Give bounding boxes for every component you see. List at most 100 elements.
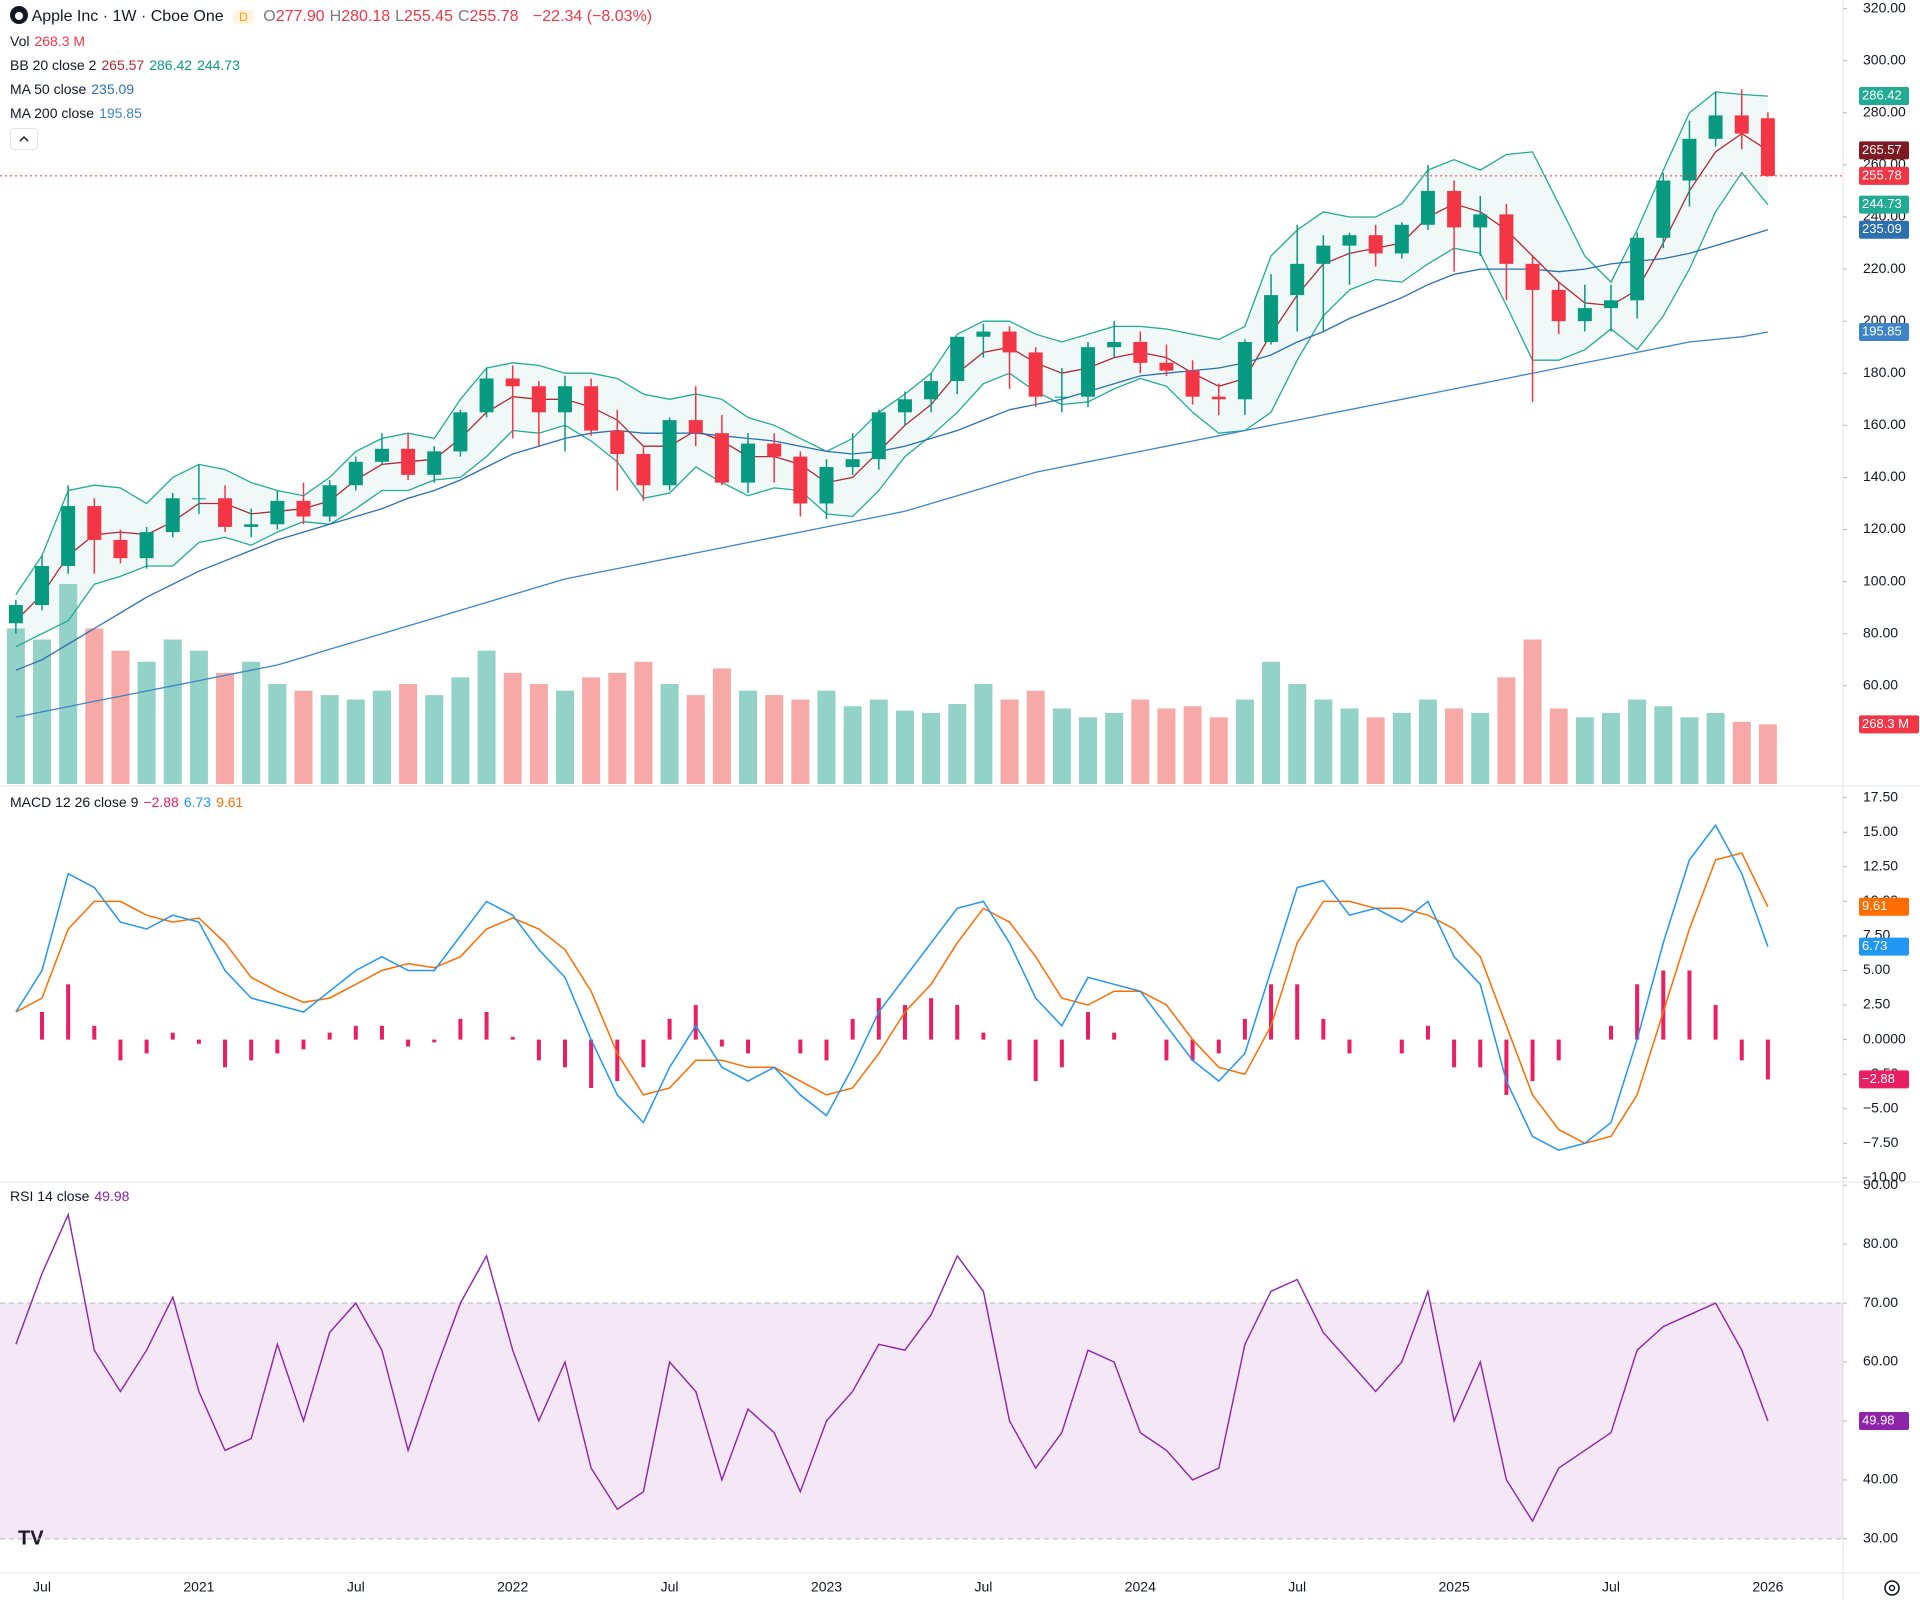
ohlc-key: H [329,8,342,25]
candle-body [1447,190,1462,228]
price-tag-label: 9.61 [1862,898,1887,913]
volume-bar [529,684,548,784]
macd-histogram-bar [876,998,881,1040]
candle-body [453,412,468,452]
collapse-button[interactable] [10,128,38,150]
macd-histogram-bar [693,1005,698,1040]
price-tag [1859,1412,1909,1431]
y-tick-label: 80.00 [1863,624,1898,640]
macd-histogram-bar [1425,1025,1430,1040]
rsi-band [0,1303,1843,1539]
ohlc-key: L [395,8,405,25]
candle-body [505,378,520,387]
volume-bar [608,672,627,784]
rsi-legend: RSI 14 close 49.98 [10,1188,134,1204]
candle-body [479,378,494,413]
symbol-legend: Apple Inc · 1W · Cboe One D O277.90 H280.… [10,6,657,26]
candle-body [1525,263,1540,290]
candle-body [531,386,546,413]
candle-body [1394,224,1409,254]
candle-body [1473,214,1488,228]
bb-lower [15,171,1769,648]
candle-body [1081,347,1095,397]
volume-bar [1340,708,1359,784]
x-tick-label: Jul [661,1579,679,1595]
volume-bar [712,668,731,784]
macd-histogram-bar [1059,1039,1064,1068]
candle-body [401,448,416,475]
candle-body [1133,341,1148,363]
y-tick-label: 60.00 [1863,1353,1898,1369]
volume-bar [1262,661,1281,784]
candle-body [244,524,259,527]
legend-value: 265.57 [101,57,145,73]
volume-bar [399,684,418,784]
moving-average [15,331,1769,718]
bb-upper [15,91,1768,595]
macd-histogram-bar [144,1039,149,1054]
volume-bar [242,661,261,784]
y-tick-label: 280.00 [1863,103,1906,119]
macd-histogram-bar [929,998,934,1040]
candle-body [113,539,128,559]
candle-body [348,461,363,486]
price-tag-label: 6.73 [1862,938,1887,953]
x-tick-label: 2021 [183,1579,214,1595]
volume-tag [1859,715,1919,734]
y-tick-label: −10.00 [1863,1169,1906,1185]
macd-histogram-bar [353,1025,358,1040]
candle-body [741,443,756,483]
price-tag [1859,195,1909,214]
macd-histogram-bar [667,1018,672,1040]
macd-histogram-bar [118,1039,123,1061]
candle-body [1107,341,1122,348]
signal-line [15,852,1769,1145]
chevron [19,135,29,142]
candle-body [1211,396,1226,400]
legend-value: 195.85 [99,105,142,121]
y-tick-label: 12.50 [1863,858,1898,874]
y-tick-label: 220.00 [1863,260,1906,276]
macd-histogram-bar [850,1018,855,1040]
macd-histogram-bar [1399,1039,1404,1054]
macd-histogram-bar [1661,970,1666,1040]
macd-histogram-bar [170,1032,175,1040]
candle-body [1656,180,1671,238]
candle-body [793,456,808,504]
candle-body [610,430,625,454]
macd-histogram-bar [66,984,71,1040]
volume-bar [189,650,208,784]
candle-body [191,498,206,500]
legend-value: 235.09 [91,81,135,97]
macd-histogram-bar [1609,1025,1613,1040]
volume-bar [1628,699,1647,784]
volume-bar [137,661,156,784]
candle-body [950,336,965,382]
candle-body [1682,138,1697,181]
volume-bar [765,695,784,784]
price-tag [1859,166,1909,185]
y-tick-label: 300.00 [1863,51,1906,67]
volume-bar [1523,639,1542,784]
volume-bar [922,712,941,784]
volume-bar [817,690,836,784]
volume-bar [1366,717,1385,784]
price-tag-label: −2.88 [1862,1071,1895,1086]
candle-body [270,500,285,525]
legend-value: −2.88 [143,794,179,810]
y-tick-label: −7.50 [1863,1134,1899,1150]
price-tag [1859,87,1909,106]
settings-gear[interactable] [1884,1580,1900,1596]
macd-histogram-bar [1242,1018,1247,1040]
legend-name: MA 200 close [10,105,95,121]
price-tag [1859,897,1909,916]
volume-bar [503,672,522,784]
y-tick-label: 2.50 [1863,996,1890,1012]
volume-bar [843,706,862,784]
volume-bar [895,710,914,784]
volume-bar [1288,684,1307,784]
legend-value: 268.3 M [34,33,86,49]
macd-histogram-bar [432,1039,437,1043]
ohlc-value: 280.18 [341,8,391,25]
change: −22.34 (−8.03%) [532,8,653,25]
